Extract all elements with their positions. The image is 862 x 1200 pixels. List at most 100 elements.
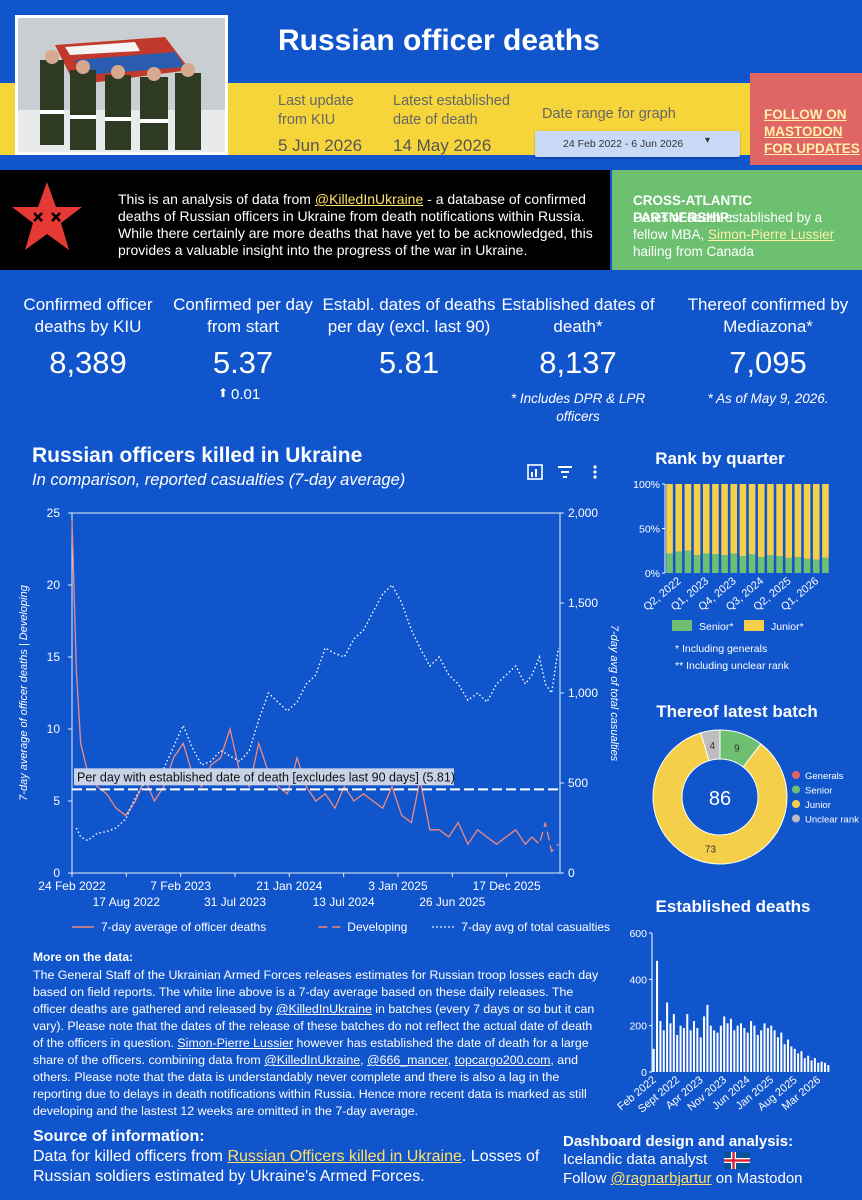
last-update: 5 Jun 2026 — [278, 136, 363, 155]
link[interactable]: Simon-Pierre Lussier — [708, 227, 835, 242]
bar-segment — [730, 553, 738, 573]
text-run: - a database of confirmed deaths of Russ… — [118, 191, 593, 258]
bar-segment — [776, 484, 783, 557]
y-tick-label: 15 — [47, 650, 61, 664]
bar — [716, 1032, 719, 1072]
legend-label: 7-day avg of total casualties — [461, 920, 610, 934]
y-tick-label: 25 — [47, 506, 61, 520]
kpi-value: 7,095 — [729, 345, 807, 380]
bar-segment — [675, 484, 683, 552]
bar — [723, 1016, 726, 1072]
design-follow: Follow @ragnarbjartur on Mastodon — [563, 1170, 803, 1187]
legend-label: Developing — [347, 920, 407, 934]
y-tick-label: 0 — [641, 1067, 647, 1079]
bar — [736, 1025, 739, 1072]
chart-subtitle: In comparison, reported casualties (7-da… — [32, 471, 405, 489]
text-run: This is an analysis of data from — [118, 191, 315, 207]
kpi-label: Thereof confirmed by Mediazona* — [687, 295, 849, 336]
chart-type-button[interactable] — [527, 464, 543, 480]
chart-title: Russian officers killed in Ukraine — [32, 444, 362, 467]
legend-dot — [792, 814, 800, 823]
bar-segment — [721, 484, 728, 556]
iceland-flag — [724, 1152, 750, 1169]
link[interactable]: @KilledInUkraine — [314, 191, 424, 207]
bar-segment — [785, 484, 793, 558]
link[interactable]: @KilledInUkraine — [264, 1053, 361, 1067]
kpi-value: 8,137 — [539, 345, 617, 380]
y-tick-label: 50% — [639, 524, 660, 536]
bar-segment — [712, 484, 719, 555]
bar — [773, 1030, 776, 1072]
link[interactable]: Russian Officers killed in Ukraine — [227, 1148, 462, 1165]
filter-button[interactable] — [558, 466, 572, 478]
bar — [803, 1058, 806, 1072]
bar — [719, 1025, 722, 1072]
intro-text: This is an analysis of data from @Killed… — [118, 191, 596, 259]
text-run: hailing from Canada — [633, 244, 754, 259]
date-range-dropdown[interactable]: 24 Feb 2022 - 6 Jun 2026 ▾ — [535, 131, 740, 157]
kpi-label: Established dates of death* — [501, 295, 655, 336]
link[interactable]: @KilledInUkraine — [275, 1002, 372, 1016]
chart-title: Rank by quarter — [655, 449, 785, 468]
bar — [679, 1025, 682, 1072]
intro-band — [0, 170, 610, 270]
more-text: The General Staff of the Ukrainian Armed… — [33, 967, 605, 1120]
follow-button[interactable]: FOLLOW ON MASTODON FOR UPDATES — [750, 73, 862, 165]
chart-title: Established deaths — [656, 897, 811, 916]
x-tick-label: 31 Jul 2023 — [204, 895, 266, 909]
link[interactable]: topcargo200.com — [454, 1053, 551, 1067]
slice-label: 73 — [705, 845, 717, 856]
x-tick-label: 3 Jan 2025 — [368, 879, 428, 893]
bar — [743, 1027, 746, 1072]
donut-total: 86 — [709, 788, 731, 810]
bar-segment — [684, 550, 692, 573]
link[interactable]: @666_mancer — [367, 1053, 448, 1067]
y-tick-label: 600 — [629, 928, 647, 940]
kpi-change: 0.01 — [231, 386, 261, 403]
bar — [733, 1030, 736, 1072]
bar — [699, 1037, 702, 1072]
bar — [810, 1060, 813, 1072]
bar — [783, 1044, 786, 1072]
bar-segment — [767, 555, 774, 573]
plot-frame — [71, 512, 561, 874]
link[interactable]: @ragnarbjartur — [610, 1170, 712, 1187]
latest-death: 14 May 2026 — [393, 136, 492, 155]
x-tick-label: 17 Aug 2022 — [93, 895, 161, 909]
link[interactable]: Simon-Pierre Lussier — [177, 1036, 294, 1050]
y2-tick-label: 1,000 — [568, 686, 598, 700]
reference-label: Per day with established date of death [… — [77, 770, 455, 784]
source-text: Data for killed officers from Russian Of… — [33, 1147, 543, 1187]
x-tick-label: 13 Jul 2024 — [313, 895, 375, 909]
bar-segment — [776, 556, 783, 573]
bar — [763, 1023, 766, 1072]
bar — [827, 1065, 830, 1072]
bar — [797, 1053, 800, 1072]
header-photo — [15, 15, 228, 155]
kpi-value: 5.37 — [212, 345, 274, 380]
legend-label: 7-day average of officer deaths — [101, 920, 266, 934]
kpi-label: Confirmed per day from start — [173, 295, 313, 336]
bar — [672, 1014, 675, 1072]
bar-segment — [757, 484, 765, 557]
design-line: Icelandic data analyst — [563, 1151, 708, 1168]
bar — [726, 1023, 729, 1072]
bar — [659, 1021, 662, 1072]
kpi-label: Confirmed officer deaths by KIU — [23, 295, 153, 336]
x-tick-label: 7 Feb 2023 — [150, 879, 211, 893]
bar-segment — [712, 554, 719, 573]
bar — [780, 1032, 783, 1072]
y-tick-label: 0% — [645, 568, 660, 580]
bar — [813, 1058, 816, 1072]
y-tick-label: 5 — [53, 794, 60, 808]
more-button[interactable] — [593, 465, 597, 479]
bar-segment — [684, 484, 692, 551]
bar-segment — [794, 484, 802, 557]
y2-tick-label: 1,500 — [568, 596, 598, 610]
bar — [652, 1048, 655, 1072]
bar — [760, 1030, 763, 1072]
bar-segment — [757, 556, 765, 573]
legend-label: Junior — [805, 800, 831, 811]
text-run: however has established the date of deat… — [33, 1036, 589, 1067]
